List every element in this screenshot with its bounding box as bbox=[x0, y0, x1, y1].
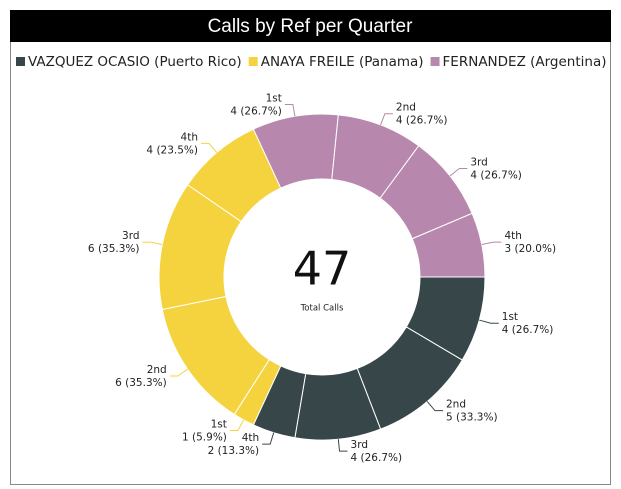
data-label-category: 1st bbox=[211, 418, 227, 430]
data-label-value: 4 (26.7%) bbox=[470, 170, 522, 182]
chart-title: Calls by Ref per Quarter bbox=[208, 16, 414, 37]
data-label-category: 2nd bbox=[446, 399, 466, 411]
data-label-value: 6 (35.3%) bbox=[115, 377, 167, 389]
data-label-value: 4 (23.5%) bbox=[146, 144, 198, 156]
data-label-value: 6 (35.3%) bbox=[88, 243, 140, 255]
data-label-value: 1 (5.9%) bbox=[182, 431, 227, 443]
legend: VAZQUEZ OCASIO (Puerto Rico) ANAYA FREILE… bbox=[16, 54, 607, 70]
legend-swatch bbox=[16, 57, 25, 66]
leader-line bbox=[169, 368, 188, 377]
data-label-category: 3rd bbox=[122, 230, 139, 242]
leader-line bbox=[449, 168, 468, 177]
leader-line bbox=[479, 319, 499, 324]
data-label-category: 2nd bbox=[396, 102, 416, 114]
data-label-category: 3rd bbox=[470, 157, 487, 169]
data-label-value: 5 (33.3%) bbox=[446, 412, 498, 424]
donut-segment bbox=[411, 212, 486, 278]
data-label-value: 4 (26.7%) bbox=[351, 452, 403, 464]
legend-label: ANAYA FREILE (Panama) bbox=[261, 54, 424, 70]
data-label-category: 4th bbox=[504, 230, 521, 242]
leader-line bbox=[201, 142, 218, 153]
data-label-category: 1st bbox=[502, 311, 518, 323]
data-label-category: 2nd bbox=[147, 364, 167, 376]
leader-line bbox=[229, 419, 245, 431]
data-label-value: 4 (26.7%) bbox=[502, 324, 554, 336]
leader-line bbox=[380, 113, 393, 126]
leader-line bbox=[426, 401, 443, 412]
legend-label: VAZQUEZ OCASIO (Puerto Rico) bbox=[28, 54, 242, 70]
data-label-category: 1st bbox=[266, 92, 282, 104]
center-label: Total Calls bbox=[300, 304, 344, 314]
data-label-value: 4 (26.7%) bbox=[396, 115, 448, 127]
leader-line bbox=[337, 439, 348, 452]
title-bar bbox=[10, 10, 611, 42]
data-label-value: 4 (26.7%) bbox=[230, 105, 282, 117]
data-label-category: 3rd bbox=[351, 439, 368, 451]
data-label-value: 2 (13.3%) bbox=[208, 445, 260, 457]
leader-line bbox=[142, 241, 163, 246]
legend-swatch bbox=[248, 57, 258, 66]
data-label-category: 4th bbox=[181, 131, 198, 143]
data-label-category: 4th bbox=[242, 432, 259, 444]
legend-label: FERNANDEZ (Argentina) bbox=[443, 54, 607, 70]
legend-swatch bbox=[430, 57, 440, 66]
leader-line bbox=[284, 103, 296, 117]
leader-line bbox=[262, 432, 275, 445]
data-label-value: 3 (20.0%) bbox=[504, 243, 556, 255]
center-value: 47 bbox=[293, 242, 352, 296]
leader-line bbox=[481, 241, 502, 246]
